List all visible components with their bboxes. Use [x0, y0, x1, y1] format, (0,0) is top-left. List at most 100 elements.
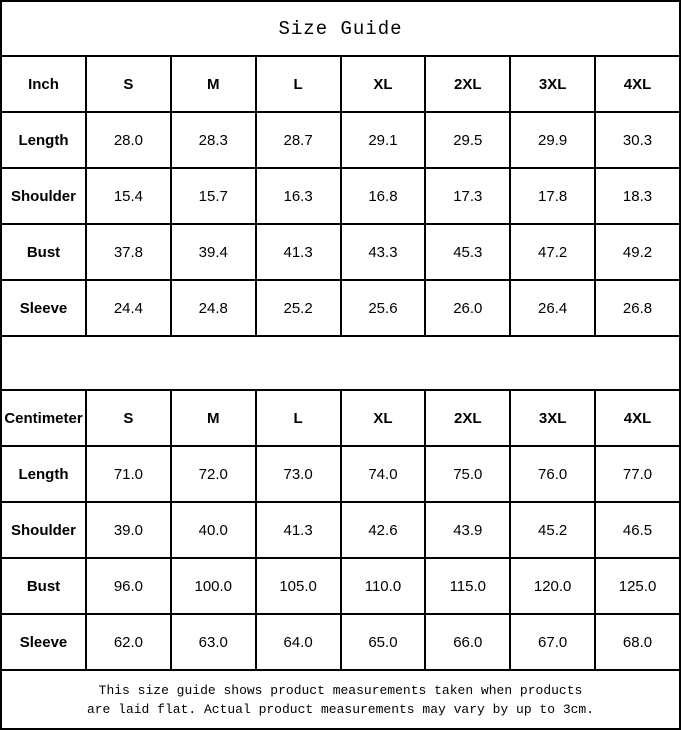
- measurement-value: 39.0: [85, 501, 172, 559]
- measurement-value: 26.0: [424, 279, 512, 337]
- measurement-value: 25.6: [339, 279, 427, 337]
- size-header: 4XL: [594, 389, 681, 447]
- footnote-row: This size guide shows product measuremen…: [0, 669, 681, 730]
- measurement-value: 37.8: [85, 223, 172, 281]
- table-row: Sleeve 62.0 63.0 64.0 65.0 66.0 67.0 68.…: [0, 613, 681, 671]
- row-label: Shoulder: [0, 167, 87, 225]
- measurement-value: 29.1: [339, 111, 427, 169]
- size-header: L: [254, 389, 342, 447]
- measurement-value: 65.0: [339, 613, 427, 671]
- measurement-value: 110.0: [339, 557, 427, 615]
- measurement-value: 26.4: [509, 279, 597, 337]
- row-label: Sleeve: [0, 279, 87, 337]
- measurement-value: 24.8: [169, 279, 257, 337]
- measurement-value: 28.3: [169, 111, 257, 169]
- size-header: L: [254, 55, 342, 113]
- measurement-value: 64.0: [254, 613, 342, 671]
- size-header: 3XL: [509, 55, 597, 113]
- measurement-value: 42.6: [339, 501, 427, 559]
- table-row: Bust 96.0 100.0 105.0 110.0 115.0 120.0 …: [0, 557, 681, 615]
- measurement-value: 25.2: [254, 279, 342, 337]
- title-row: Size Guide: [0, 0, 681, 57]
- measurement-value: 45.3: [424, 223, 512, 281]
- centimeter-header-row: Centimeter S M L XL 2XL 3XL 4XL: [0, 389, 681, 447]
- measurement-value: 63.0: [169, 613, 257, 671]
- measurement-value: 47.2: [509, 223, 597, 281]
- measurement-value: 105.0: [254, 557, 342, 615]
- measurement-value: 46.5: [594, 501, 681, 559]
- size-header: XL: [339, 389, 427, 447]
- measurement-value: 28.7: [254, 111, 342, 169]
- size-header: 2XL: [424, 389, 512, 447]
- footnote-line-2: are laid flat. Actual product measuremen…: [86, 701, 595, 717]
- measurement-value: 39.4: [169, 223, 257, 281]
- measurement-value: 96.0: [85, 557, 172, 615]
- measurement-value: 71.0: [85, 445, 172, 503]
- measurement-value: 26.8: [594, 279, 681, 337]
- row-label: Bust: [0, 557, 87, 615]
- measurement-value: 45.2: [509, 501, 597, 559]
- table-row: Shoulder 39.0 40.0 41.3 42.6 43.9 45.2 4…: [0, 501, 681, 559]
- size-header: M: [169, 389, 257, 447]
- measurement-value: 74.0: [339, 445, 427, 503]
- size-header: 2XL: [424, 55, 512, 113]
- measurement-value: 120.0: [509, 557, 597, 615]
- table-row: Shoulder 15.4 15.7 16.3 16.8 17.3 17.8 1…: [0, 167, 681, 225]
- size-header: XL: [339, 55, 427, 113]
- inch-header-row: Inch S M L XL 2XL 3XL 4XL: [0, 55, 681, 113]
- measurement-value: 41.3: [254, 501, 342, 559]
- table-row: Length 28.0 28.3 28.7 29.1 29.5 29.9 30.…: [0, 111, 681, 169]
- size-header: 3XL: [509, 389, 597, 447]
- row-label: Length: [0, 111, 87, 169]
- measurement-value: 72.0: [169, 445, 257, 503]
- measurement-value: 17.8: [509, 167, 597, 225]
- table-row: Bust 37.8 39.4 41.3 43.3 45.3 47.2 49.2: [0, 223, 681, 281]
- measurement-value: 77.0: [594, 445, 681, 503]
- table-row: Length 71.0 72.0 73.0 74.0 75.0 76.0 77.…: [0, 445, 681, 503]
- row-label: Bust: [0, 223, 87, 281]
- unit-label-centimeter: Centimeter: [0, 389, 87, 447]
- measurement-value: 62.0: [85, 613, 172, 671]
- footnote-line-1: This size guide shows product measuremen…: [98, 682, 583, 698]
- measurement-value: 75.0: [424, 445, 512, 503]
- measurement-value: 41.3: [254, 223, 342, 281]
- table-row: Sleeve 24.4 24.8 25.2 25.6 26.0 26.4 26.…: [0, 279, 681, 337]
- measurement-value: 15.4: [85, 167, 172, 225]
- measurement-value: 28.0: [85, 111, 172, 169]
- measurement-value: 40.0: [169, 501, 257, 559]
- measurement-value: 100.0: [169, 557, 257, 615]
- measurement-value: 16.3: [254, 167, 342, 225]
- measurement-value: 73.0: [254, 445, 342, 503]
- footnote: This size guide shows product measuremen…: [0, 669, 681, 730]
- measurement-value: 43.3: [339, 223, 427, 281]
- unit-label-inch: Inch: [0, 55, 87, 113]
- row-label: Sleeve: [0, 613, 87, 671]
- measurement-value: 68.0: [594, 613, 681, 671]
- size-header: S: [85, 389, 172, 447]
- spacer-row: [0, 335, 681, 391]
- measurement-value: 15.7: [169, 167, 257, 225]
- measurement-value: 49.2: [594, 223, 681, 281]
- measurement-value: 67.0: [509, 613, 597, 671]
- measurement-value: 66.0: [424, 613, 512, 671]
- measurement-value: 115.0: [424, 557, 512, 615]
- row-label: Length: [0, 445, 87, 503]
- spacer-cell: [0, 335, 681, 391]
- measurement-value: 29.5: [424, 111, 512, 169]
- size-header: 4XL: [594, 55, 681, 113]
- measurement-value: 24.4: [85, 279, 172, 337]
- measurement-value: 17.3: [424, 167, 512, 225]
- page-title: Size Guide: [0, 0, 681, 57]
- size-header: M: [169, 55, 257, 113]
- measurement-value: 29.9: [509, 111, 597, 169]
- measurement-value: 43.9: [424, 501, 512, 559]
- measurement-value: 76.0: [509, 445, 597, 503]
- measurement-value: 16.8: [339, 167, 427, 225]
- row-label: Shoulder: [0, 501, 87, 559]
- measurement-value: 18.3: [594, 167, 681, 225]
- measurement-value: 125.0: [594, 557, 681, 615]
- measurement-value: 30.3: [594, 111, 681, 169]
- size-header: S: [85, 55, 172, 113]
